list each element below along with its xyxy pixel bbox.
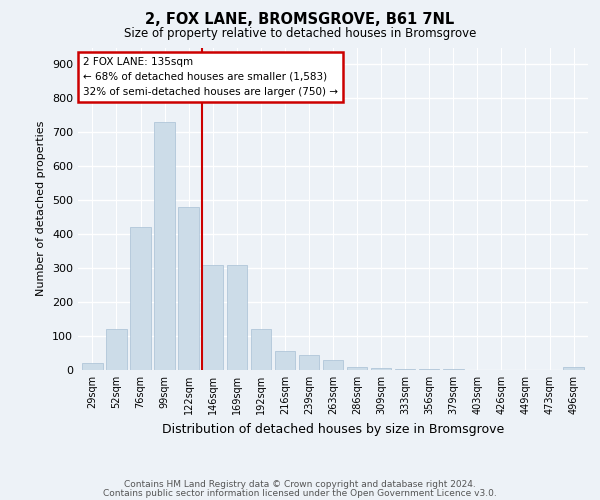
Text: Contains public sector information licensed under the Open Government Licence v3: Contains public sector information licen… (103, 488, 497, 498)
Bar (275, 352, 295, 370)
Text: 2 FOX LANE: 135sqm
← 68% of detached houses are smaller (1,583)
32% of semi-deta: 2 FOX LANE: 135sqm ← 68% of detached hou… (83, 57, 338, 97)
Bar (106, 330, 127, 370)
Text: Contains HM Land Registry data © Crown copyright and database right 2024.: Contains HM Land Registry data © Crown c… (124, 480, 476, 489)
Text: Size of property relative to detached houses in Bromsgrove: Size of property relative to detached ho… (124, 28, 476, 40)
Bar (130, 228, 151, 370)
Bar (323, 360, 343, 370)
Bar (154, 122, 175, 370)
Bar (82, 363, 103, 370)
Bar (371, 368, 391, 370)
X-axis label: Distribution of detached houses by size in Bromsgrove: Distribution of detached houses by size … (162, 422, 504, 436)
Y-axis label: Number of detached properties: Number of detached properties (37, 121, 46, 296)
Bar (563, 368, 584, 370)
Bar (227, 265, 247, 370)
Bar (395, 369, 415, 370)
Bar (178, 207, 199, 370)
Bar (299, 354, 319, 370)
Bar (251, 330, 271, 370)
Text: 2, FOX LANE, BROMSGROVE, B61 7NL: 2, FOX LANE, BROMSGROVE, B61 7NL (145, 12, 455, 28)
Bar (347, 366, 367, 370)
Bar (202, 265, 223, 370)
